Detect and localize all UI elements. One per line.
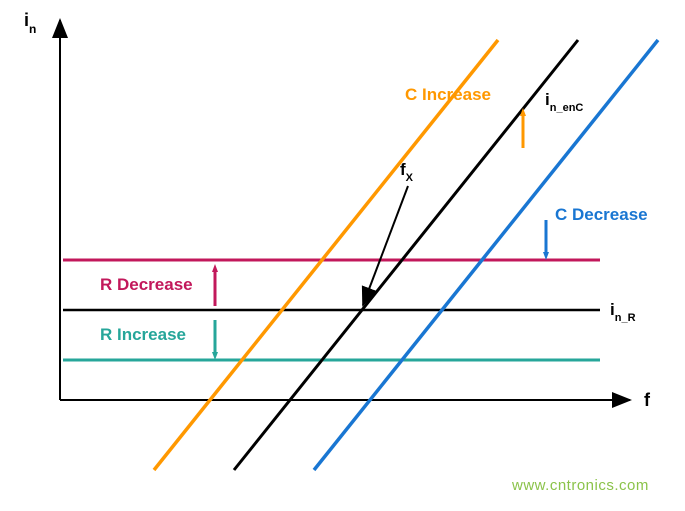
svg-text:R Decrease: R Decrease xyxy=(100,275,193,294)
dline-c_decrease xyxy=(314,40,658,470)
dline-in_enc xyxy=(234,40,578,470)
svg-text:C Decrease: C Decrease xyxy=(555,205,648,224)
svg-text:in_enC: in_enC xyxy=(545,90,583,114)
svg-text:in: in xyxy=(24,10,36,36)
svg-text:R Increase: R Increase xyxy=(100,325,186,344)
svg-text:f: f xyxy=(644,390,651,410)
fx-arrow xyxy=(363,186,408,305)
chart-container: f in R Decrease in_R R Increase C Increase in_… xyxy=(0,0,685,506)
watermark: www.cntronics.com xyxy=(512,477,649,494)
svg-text:C Increase: C Increase xyxy=(405,85,491,104)
dline-c_increase xyxy=(154,40,498,470)
svg-text:in_R: in_R xyxy=(610,300,636,324)
noise-chart-svg: f in R Decrease in_R R Increase C Increase in_… xyxy=(0,0,685,506)
svg-text:fX: fX xyxy=(400,160,414,184)
